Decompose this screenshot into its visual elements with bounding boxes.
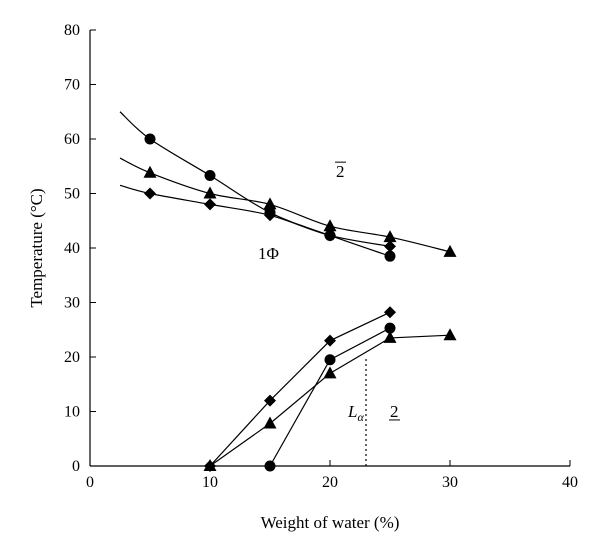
diamond-marker	[264, 394, 276, 407]
x-tick-label: 30	[442, 474, 458, 491]
x-axis-title: Weight of water (%)	[261, 513, 400, 532]
y-tick-label: 0	[72, 458, 80, 475]
triangle-marker	[383, 330, 397, 343]
triangle-marker	[323, 366, 337, 379]
y-tick-label: 40	[64, 240, 80, 257]
y-tick-label: 30	[64, 295, 80, 312]
x-tick-label: 40	[562, 474, 578, 491]
diamond-marker	[204, 460, 216, 472]
circle-marker	[324, 354, 336, 366]
diamond-marker	[264, 209, 276, 222]
x-tick-label: 10	[202, 474, 218, 491]
y-tick-label: 70	[64, 77, 80, 94]
triangle-marker	[383, 230, 397, 243]
triangle-marker	[443, 244, 457, 257]
diamond-upper-curve	[119, 184, 391, 247]
diamond-marker	[204, 198, 216, 211]
y-axis-title: Temperature (°C)	[27, 188, 46, 307]
region-label: 1Φ	[258, 244, 279, 263]
region-label: 2	[336, 162, 345, 181]
triangle-upper-curve	[119, 157, 451, 253]
y-tick-label: 10	[64, 404, 80, 421]
triangle-marker	[263, 197, 277, 210]
diamond-marker	[384, 240, 396, 253]
diamond-marker	[324, 229, 336, 242]
series-layer	[119, 111, 457, 472]
x-tick-label: 20	[322, 474, 338, 491]
axes: 0 10 20 30 40 0 10 20 30 40 50 60 70 80	[64, 22, 578, 491]
diamond-lower-curve	[209, 311, 391, 467]
diamond-marker	[324, 334, 336, 347]
region-label: 2	[390, 402, 399, 421]
diamond-marker	[144, 187, 156, 200]
triangle-marker	[203, 186, 217, 199]
triangle-marker	[443, 328, 457, 341]
y-tick-label: 80	[64, 22, 80, 39]
triangle-marker	[263, 416, 277, 429]
circle-marker	[264, 460, 276, 472]
circle-marker	[204, 170, 216, 182]
y-tick-label: 60	[64, 131, 80, 148]
y-tick-label: 50	[64, 186, 80, 203]
annotations: 2 1Φ Lα 2	[258, 161, 400, 424]
circle-marker	[144, 133, 156, 145]
triangle-marker	[323, 219, 337, 232]
diamond-marker	[384, 306, 396, 319]
y-tick-label: 20	[64, 349, 80, 366]
triangle-marker	[143, 165, 157, 178]
circle-marker	[384, 322, 396, 334]
x-tick-label: 0	[86, 474, 94, 491]
circle-upper-curve	[119, 111, 391, 257]
region-label: Lα	[347, 402, 364, 424]
circle-marker	[384, 250, 396, 262]
